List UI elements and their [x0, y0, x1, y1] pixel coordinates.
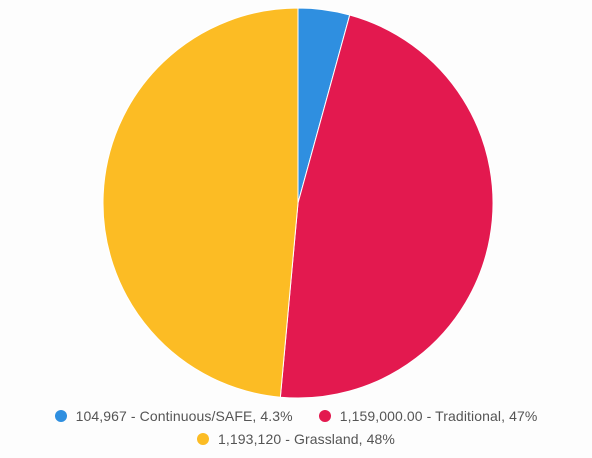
legend-label: 1,159,000.00 - Traditional, 47%	[339, 408, 538, 424]
legend-marker-icon	[197, 433, 210, 445]
pie-slice-traditional[interactable]	[279, 14, 494, 399]
pie-slice-grassland[interactable]	[102, 7, 299, 398]
legend-item-grassland[interactable]: 1,193,120 - Grassland, 48%	[197, 431, 395, 447]
legend-item-traditional[interactable]: 1,159,000.00 - Traditional, 47%	[318, 408, 538, 424]
legend-row: 1,193,120 - Grassland, 48%	[0, 431, 592, 447]
pie-chart	[102, 7, 494, 399]
legend-row: 104,967 - Continuous/SAFE, 4.3% 1,159,00…	[0, 408, 592, 424]
legend-label: 1,193,120 - Grassland, 48%	[218, 431, 395, 447]
legend-label: 104,967 - Continuous/SAFE, 4.3%	[75, 408, 293, 424]
legend-item-continuous-safe[interactable]: 104,967 - Continuous/SAFE, 4.3%	[54, 408, 293, 424]
legend-marker-icon	[54, 410, 67, 422]
legend-marker-icon	[318, 410, 331, 422]
pie-svg	[102, 7, 494, 399]
